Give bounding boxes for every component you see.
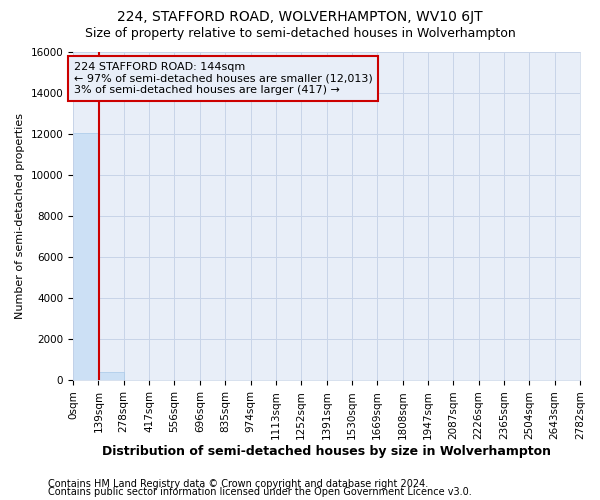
Text: Size of property relative to semi-detached houses in Wolverhampton: Size of property relative to semi-detach… — [85, 28, 515, 40]
Text: Contains public sector information licensed under the Open Government Licence v3: Contains public sector information licen… — [48, 487, 472, 497]
Text: Contains HM Land Registry data © Crown copyright and database right 2024.: Contains HM Land Registry data © Crown c… — [48, 479, 428, 489]
Text: 224 STAFFORD ROAD: 144sqm
← 97% of semi-detached houses are smaller (12,013)
3% : 224 STAFFORD ROAD: 144sqm ← 97% of semi-… — [74, 62, 373, 95]
Bar — [73, 134, 98, 380]
Bar — [98, 372, 124, 380]
X-axis label: Distribution of semi-detached houses by size in Wolverhampton: Distribution of semi-detached houses by … — [102, 444, 551, 458]
Text: 224, STAFFORD ROAD, WOLVERHAMPTON, WV10 6JT: 224, STAFFORD ROAD, WOLVERHAMPTON, WV10 … — [117, 10, 483, 24]
Y-axis label: Number of semi-detached properties: Number of semi-detached properties — [15, 113, 25, 319]
